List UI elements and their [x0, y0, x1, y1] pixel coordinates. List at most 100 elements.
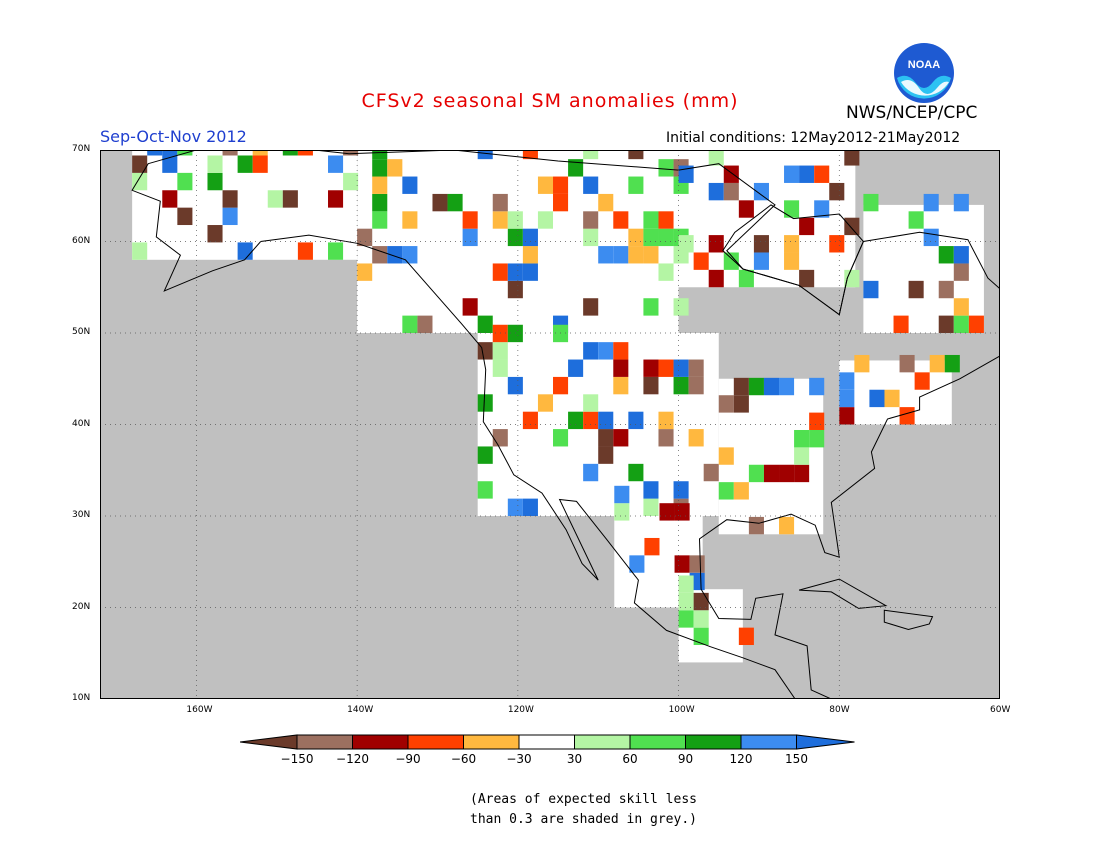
legend-bin	[518, 734, 575, 750]
anomaly-cell	[953, 263, 969, 281]
latitude-label: 30N	[72, 510, 91, 520]
anomaly-cell	[643, 481, 659, 499]
anomaly-cell	[953, 246, 969, 264]
legend-tick-label: 60	[622, 752, 637, 766]
anomaly-cell	[568, 359, 584, 377]
anomaly-cell	[779, 464, 795, 483]
anomaly-cell	[507, 280, 523, 299]
coastlines	[131, 150, 1000, 699]
anomaly-cell	[779, 377, 795, 396]
anomaly-cell	[328, 242, 344, 260]
anomaly-cell	[132, 155, 148, 173]
anomaly-cell	[492, 193, 508, 212]
anomaly-cell	[568, 159, 584, 177]
anomaly-cell	[372, 176, 388, 194]
anomaly-cell	[402, 315, 418, 333]
anomaly-cell	[673, 481, 689, 499]
anomaly-cell	[794, 429, 810, 448]
anomaly-cell	[863, 280, 879, 299]
anomaly-cell	[162, 150, 178, 156]
legend-tick-label: −30	[506, 752, 531, 766]
anomaly-cell	[748, 516, 764, 535]
anomaly-cell	[693, 252, 709, 270]
longitude-label: 80W	[829, 705, 850, 715]
anomaly-cell	[583, 298, 599, 316]
anomaly-cell	[432, 193, 448, 212]
anomaly-cell	[908, 211, 924, 229]
anomaly-cell	[252, 150, 268, 156]
anomaly-cell	[953, 193, 969, 212]
anomaly-cell	[643, 376, 659, 395]
anomaly-cell	[763, 464, 780, 483]
anomaly-cell	[844, 269, 860, 288]
anomaly-cell	[733, 482, 749, 500]
anomaly-cell	[207, 155, 223, 173]
anomaly-cell	[583, 394, 599, 412]
legend-tick-label: −90	[395, 752, 420, 766]
anomaly-cell	[658, 159, 674, 177]
anomaly-cell	[844, 150, 860, 166]
anomaly-cell	[237, 155, 253, 173]
anomaly-cell	[282, 190, 298, 208]
anomaly-cell	[492, 324, 508, 343]
anomaly-cell	[938, 315, 954, 333]
anomaly-cell	[799, 269, 815, 288]
anomaly-cell	[829, 235, 845, 253]
legend-tick-label: −60	[451, 752, 476, 766]
anomaly-cell	[613, 376, 629, 395]
anomaly-cell	[659, 503, 675, 521]
anomaly-cell	[402, 211, 418, 229]
anomaly-cell	[738, 627, 754, 646]
anomaly-cell	[162, 190, 178, 208]
anomaly-cell	[297, 242, 313, 260]
anomaly-cell	[583, 342, 599, 360]
anomaly-cell	[658, 411, 674, 430]
skill-note-line-1: (Areas of expected skill less	[470, 792, 697, 807]
anomaly-cell	[553, 429, 569, 447]
anomaly-cell	[673, 359, 689, 377]
anomaly-cell	[207, 225, 223, 243]
anomaly-cell	[674, 555, 690, 573]
anomaly-cell	[628, 228, 644, 247]
anomaly-cell	[908, 280, 924, 299]
anomaly-cell	[753, 235, 769, 253]
legend-tick-label: 120	[730, 752, 753, 766]
legend-tick-label: 150	[785, 752, 808, 766]
anomaly-cell	[674, 503, 690, 521]
anomaly-cell	[658, 359, 674, 377]
anomaly-cell	[522, 411, 538, 430]
anomaly-cell	[678, 592, 694, 611]
legend-tick-label: −120	[336, 752, 369, 766]
anomaly-cell	[923, 228, 939, 247]
anomaly-cell	[643, 246, 659, 264]
map-frame	[100, 150, 1000, 699]
anomaly-cell	[387, 246, 403, 264]
anomaly-cell	[613, 429, 629, 447]
anomaly-cell	[814, 165, 830, 183]
anomaly-cell	[492, 359, 508, 377]
anomaly-cell	[492, 342, 508, 360]
anomaly-cell	[507, 324, 523, 343]
anomaly-cell	[693, 610, 709, 628]
anomaly-cell	[343, 150, 359, 156]
longitude-label: 100W	[668, 705, 695, 715]
anomaly-cell	[938, 280, 954, 299]
anomaly-cell	[447, 193, 463, 212]
legend-bin	[740, 734, 797, 750]
anomaly-cell	[628, 150, 644, 160]
initial-conditions-label: Initial conditions: 12May2012-21May2012	[666, 130, 961, 146]
anomaly-cell	[708, 150, 724, 166]
anomaly-cell	[583, 211, 599, 229]
anomaly-cell	[794, 447, 810, 465]
anomaly-cell	[387, 159, 403, 177]
legend-bin	[296, 734, 353, 750]
anomaly-cell	[477, 446, 493, 464]
anomaly-cell	[884, 389, 900, 408]
anomaly-cell	[507, 498, 523, 516]
anomaly-cell	[673, 298, 689, 316]
anomaly-cell	[658, 263, 674, 281]
anomaly-cell	[462, 228, 478, 247]
anomaly-cell	[372, 246, 388, 264]
latitude-label: 50N	[72, 327, 91, 337]
legend-bin	[407, 734, 464, 750]
